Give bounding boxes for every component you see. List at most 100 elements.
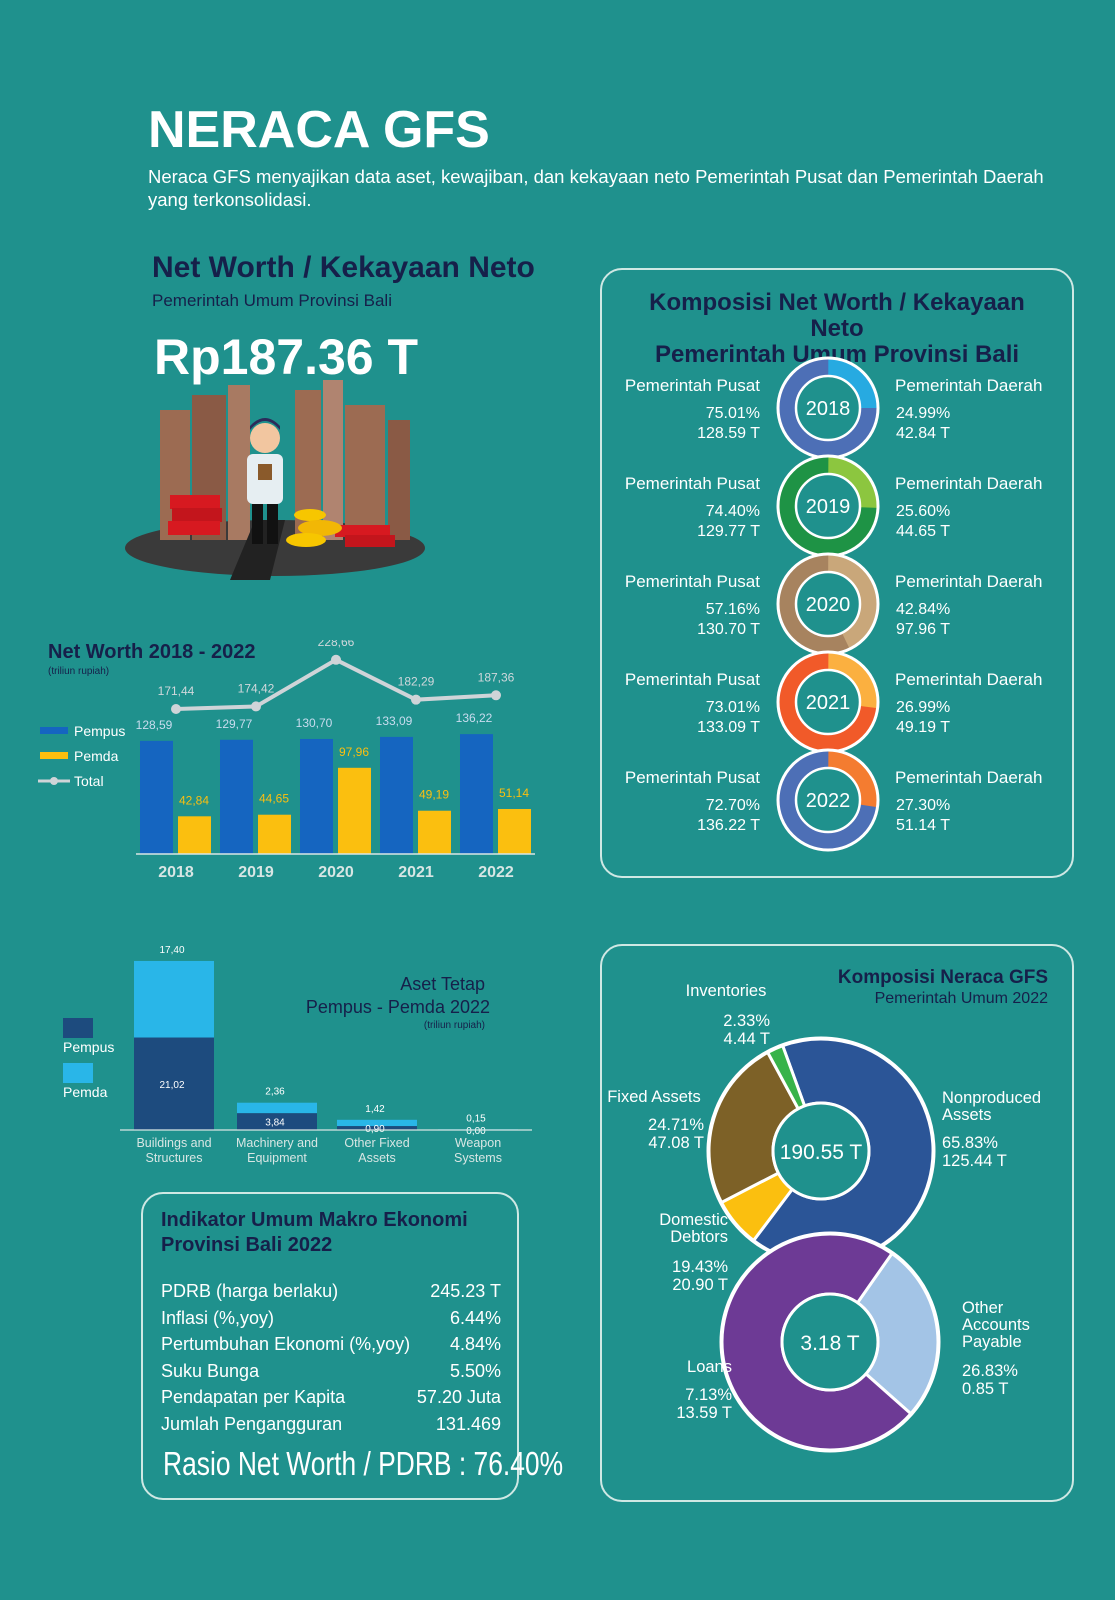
- bar-pemda-2020: [338, 767, 371, 854]
- donut-2019-inner: [794, 472, 862, 540]
- label-pempus-2022: 136,22: [456, 711, 493, 725]
- aset-tetap-stacked-chart: Aset Tetap Pempus - Pemda 2022 (triliun …: [63, 945, 532, 1165]
- indikator-label: Jumlah Pengangguran: [161, 1413, 343, 1434]
- donut-2021-inner: [794, 668, 862, 736]
- indikator-value: 6.44%: [449, 1307, 501, 1328]
- neraca-panel: [600, 944, 1074, 1502]
- tick-buildings-1: Buildings and: [136, 1136, 211, 1150]
- value-loans: 7.13% 13.59 T: [676, 1386, 732, 1422]
- indikator-title: Indikator Umum Makro Ekonomi Provinsi Ba…: [161, 1208, 511, 1258]
- pusat-pct-2020: 57.16%: [705, 601, 760, 618]
- bar-pempus-buildings: [134, 1037, 214, 1130]
- indikator-label: Pendapatan per Kapita: [161, 1387, 346, 1407]
- komposisi-title: Komposisi Net Worth / Kekayaan Neto Peme…: [620, 290, 1054, 368]
- total-label-2022: 187,36: [478, 670, 515, 684]
- donut-2018: 2018: [776, 356, 880, 460]
- label-pempus-weapon: 0,00: [466, 1126, 486, 1137]
- neraca-title: Komposisi Neraca GFS: [837, 967, 1048, 988]
- label-pemda-2020: 97,96: [339, 745, 369, 759]
- indikator-row: Suku Bunga 5.50%: [161, 1358, 501, 1384]
- kewajiban-hole: [780, 1292, 880, 1392]
- label-inventories: Inventories: [685, 982, 767, 1000]
- tick-weapon-2: Systems: [454, 1151, 502, 1165]
- label-pemda-other: 1,42: [365, 1104, 385, 1115]
- ratio-net-worth-pdrb: Rasio Net Worth / PDRB : 76.40%: [163, 1445, 564, 1482]
- bar-pempus-2021: [380, 736, 413, 854]
- pusat-pct-2019: 74.40%: [705, 503, 760, 520]
- neraca-donuts: 190.55 T 3.18 T: [706, 1036, 941, 1453]
- bar-pemda-2022: [498, 808, 531, 854]
- pusat-pct-2021: 73.01%: [705, 699, 760, 716]
- tick-weapon-1: Weapon: [455, 1136, 501, 1150]
- total-label-2018: 171,44: [158, 684, 195, 698]
- bar-pemda-machinery: [237, 1102, 317, 1114]
- indikator-row: PDRB (harga berlaku) 245.23 T: [161, 1278, 501, 1304]
- indikator-value: 131.469: [435, 1413, 501, 1434]
- tick-2021: 2021: [398, 864, 434, 881]
- aset-center: 190.55 T: [780, 1141, 863, 1164]
- daerah-label-2021: Pemerintah Daerah: [895, 670, 1043, 689]
- donut-2018-inner: [794, 374, 862, 442]
- value-nonproduced: 65.83% 125.44 T: [942, 1134, 1007, 1170]
- tick-machinery-2: Equipment: [247, 1151, 307, 1165]
- legend-label-pempus: Pempus: [63, 1039, 114, 1055]
- donut-2022-year: 2022: [806, 790, 851, 812]
- aset-chart-title1: Aset Tetap: [400, 974, 485, 994]
- donut-2020: 2020: [776, 552, 880, 656]
- indikator-row: Jumlah Pengangguran 131.469: [161, 1411, 501, 1437]
- aset-chart-title2: Pempus - Pemda 2022: [306, 997, 490, 1017]
- label-pemda-2018: 42,84: [179, 793, 209, 807]
- pusat-pct-2018: 75.01%: [705, 405, 760, 422]
- indikator-value: 5.50%: [449, 1360, 501, 1381]
- tick-buildings-2: Structures: [146, 1151, 203, 1165]
- value-domestic-debtors: 19.43% 20.90 T: [672, 1258, 728, 1294]
- indikator-label: Pertumbuhan Ekonomi (%,yoy): [161, 1334, 411, 1354]
- indikator-label: Suku Bunga: [161, 1360, 260, 1381]
- total-point-2021: [411, 694, 421, 705]
- bar-pempus-machinery: [237, 1113, 317, 1130]
- legend-swatch-pempus: [40, 727, 68, 734]
- page-subtitle: Neraca GFS menyajikan data aset, kewajib…: [148, 166, 1044, 210]
- indikator-title-line2: Provinsi Bali 2022: [161, 1234, 333, 1256]
- pusat-label-2021: Pemerintah Pusat: [624, 670, 760, 689]
- daerah-pct-2020: 42.84%: [896, 601, 951, 618]
- bar-pemda-other: [337, 1119, 417, 1127]
- city-money-illustration: [125, 380, 425, 580]
- daerah-val-2018: 42.84 T: [896, 425, 950, 442]
- gold-coins-icon: [286, 509, 342, 547]
- tick-2018: 2018: [158, 864, 194, 881]
- bar-pemda-2021: [418, 810, 451, 854]
- pusat-val-2021: 133.09 T: [697, 719, 760, 736]
- daerah-pct-2021: 26.99%: [896, 699, 951, 716]
- label-pemda-machinery: 2,36: [265, 1087, 285, 1098]
- kewajiban-donut: 3.18 T: [719, 1231, 941, 1453]
- pusat-pct-2022: 72.70%: [705, 797, 760, 814]
- net-worth-combo-chart: Net Worth 2018 - 2022 (triliun rupiah) P…: [38, 640, 535, 881]
- total-label-2020: 228,66: [318, 640, 355, 649]
- donut-2018-pusat: [778, 358, 878, 458]
- bar-pemda-2019: [258, 814, 291, 854]
- daerah-label-2019: Pemerintah Daerah: [895, 474, 1043, 493]
- daerah-label-2018: Pemerintah Daerah: [895, 376, 1043, 395]
- bar-pemda-buildings: [134, 960, 214, 1038]
- donut-2022-inner: [794, 766, 862, 834]
- legend-label-pemda: Pemda: [63, 1084, 108, 1100]
- indikator-panel: [141, 1192, 519, 1500]
- tick-2022: 2022: [478, 864, 514, 881]
- tick-2020: 2020: [318, 864, 354, 881]
- label-pemda-buildings: 17,40: [159, 945, 184, 956]
- komposisi-donuts: 2018 2019 2020 2021 2022: [776, 356, 880, 852]
- label-pemda-2021: 49,19: [419, 788, 449, 802]
- daerah-val-2022: 51.14 T: [896, 817, 950, 834]
- label-fixed-assets: Fixed Assets: [607, 1088, 701, 1106]
- label-pempus-2020: 130,70: [296, 716, 333, 730]
- donut-2018-year: 2018: [806, 398, 851, 420]
- komposisi-panel: [600, 268, 1074, 878]
- pusat-val-2018: 128.59 T: [697, 425, 760, 442]
- businessman-icon: [247, 418, 283, 544]
- indikator-title-line1: Indikator Umum Makro Ekonomi: [161, 1209, 468, 1231]
- label-pemda-weapon: 0,15: [466, 1113, 486, 1124]
- bar-pemda-2018: [178, 816, 211, 854]
- tick-2019: 2019: [238, 864, 274, 881]
- legend-label-pemda: Pemda: [74, 748, 119, 764]
